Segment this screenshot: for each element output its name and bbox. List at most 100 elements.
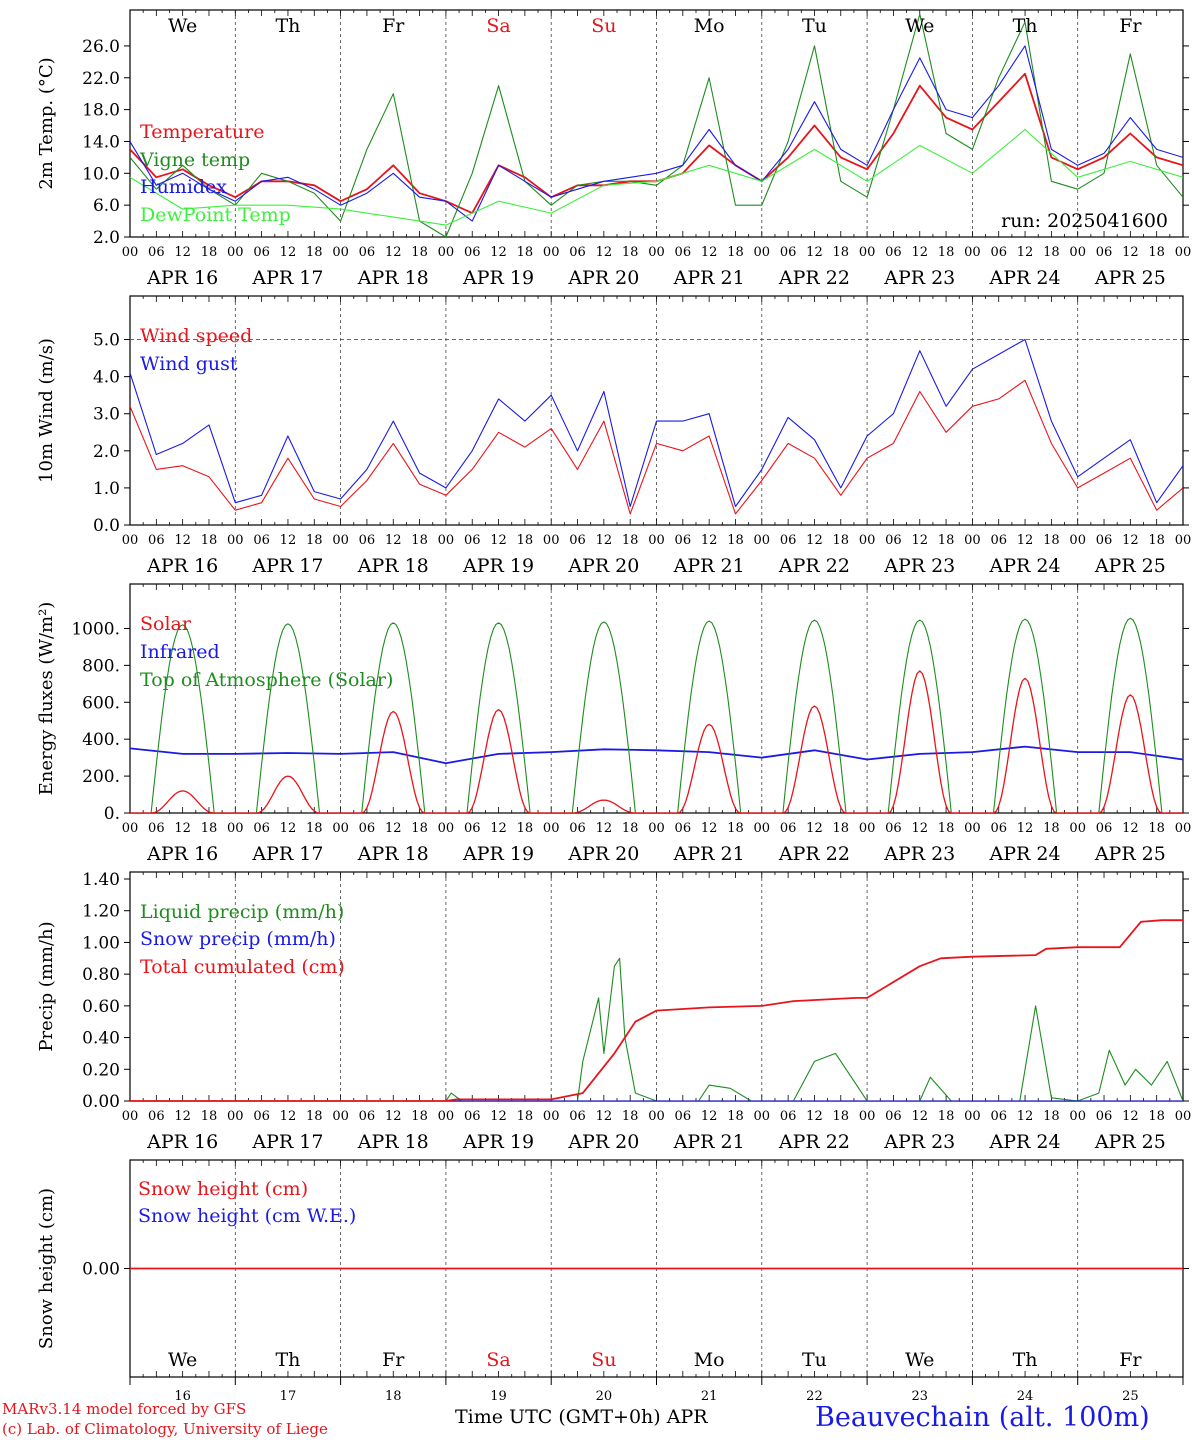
hour-tick-label: 00	[122, 533, 139, 548]
date-label: APR 20	[567, 1131, 639, 1153]
y-tick-label: 1.20	[82, 902, 120, 922]
hour-tick-label: 06	[569, 1109, 586, 1124]
hour-tick-label: 18	[411, 533, 428, 548]
hour-tick-label: 12	[280, 533, 297, 548]
hour-tick-label: 00	[859, 245, 876, 260]
date-label: APR 22	[778, 1131, 850, 1153]
hour-tick-label: 06	[990, 533, 1007, 548]
hour-tick-label: 12	[1017, 821, 1034, 836]
date-label: APR 19	[462, 1131, 534, 1153]
hour-tick-label: 12	[490, 1109, 507, 1124]
hour-tick-label: 18	[411, 1109, 428, 1124]
legend-temperature: Temperature	[140, 121, 264, 143]
hour-tick-label: 06	[675, 821, 692, 836]
date-label: APR 18	[357, 1131, 429, 1153]
date-label: APR 22	[778, 843, 850, 865]
y-tick-label: 2.0	[93, 228, 120, 248]
hour-tick-label: 12	[1017, 533, 1034, 548]
hour-tick-label: 06	[885, 245, 902, 260]
hour-tick-label: 18	[306, 821, 323, 836]
hour-tick-label: 06	[148, 821, 165, 836]
hour-tick-label: 06	[464, 245, 481, 260]
hour-tick-label: 12	[490, 245, 507, 260]
hour-tick-label: 12	[596, 245, 613, 260]
hour-tick-label: 18	[1043, 821, 1060, 836]
hour-tick-label: 18	[1148, 821, 1165, 836]
y-tick-label: 0.60	[82, 997, 120, 1017]
hour-tick-label: 06	[359, 821, 376, 836]
hour-tick-label: 06	[780, 533, 797, 548]
legend-snow-height-cm-: Snow height (cm)	[138, 1178, 308, 1200]
hour-tick-label: 06	[675, 1109, 692, 1124]
y-tick-label: 1.00	[82, 933, 120, 953]
series-dewpoint-temp	[130, 128, 1183, 226]
y-tick-label: 22.0	[82, 69, 120, 89]
hour-tick-label: 12	[385, 821, 402, 836]
hour-tick-label: 06	[1096, 821, 1113, 836]
series-infrared	[130, 745, 1183, 765]
weekday-label: Th	[275, 15, 300, 37]
date-label: APR 20	[567, 267, 639, 289]
hour-tick-label: 12	[596, 821, 613, 836]
hour-tick-label: 12	[806, 533, 823, 548]
hour-tick-label: 18	[727, 533, 744, 548]
date-label: APR 16	[146, 267, 218, 289]
hour-tick-label: 12	[596, 533, 613, 548]
hour-tick-label: 12	[1122, 1109, 1139, 1124]
y-axis-label: 10m Wind (m/s)	[36, 338, 57, 483]
run-label: run: 2025041600	[1001, 210, 1168, 232]
legend-top-of-atmosphere-solar-: Top of Atmosphere (Solar)	[140, 669, 393, 691]
hour-tick-label: 18	[1148, 245, 1165, 260]
date-label: APR 17	[251, 1131, 323, 1153]
hour-tick-label: 18	[1043, 533, 1060, 548]
model-credit: MARv3.14 model forced by GFS	[2, 1400, 247, 1418]
hour-tick-label: 12	[1017, 1109, 1034, 1124]
y-tick-label: 0.80	[82, 965, 120, 985]
hour-tick-label: 12	[911, 1109, 928, 1124]
date-label: APR 24	[989, 1131, 1061, 1153]
day-number-label: 23	[911, 1389, 928, 1404]
hour-tick-label: 18	[938, 821, 955, 836]
hour-tick-label: 00	[648, 245, 665, 260]
hour-tick-label: 00	[122, 1109, 139, 1124]
date-label: APR 25	[1094, 267, 1166, 289]
hour-tick-label: 00	[964, 1109, 981, 1124]
hour-tick-label: 06	[780, 1109, 797, 1124]
hour-tick-label: 12	[806, 1109, 823, 1124]
hour-tick-label: 06	[253, 1109, 270, 1124]
hour-tick-label: 12	[701, 533, 718, 548]
hour-tick-label: 06	[148, 533, 165, 548]
date-label: APR 19	[462, 843, 534, 865]
legend-vigne-temp: Vigne temp	[139, 149, 250, 171]
series-top-of-atmosphere-solar	[130, 617, 1183, 813]
hour-tick-label: 00	[754, 533, 771, 548]
hour-tick-label: 00	[332, 1109, 349, 1124]
hour-tick-label: 18	[622, 1109, 639, 1124]
y-tick-label: 200.	[82, 767, 120, 787]
hour-tick-label: 06	[990, 1109, 1007, 1124]
hour-tick-label: 18	[201, 245, 218, 260]
hour-tick-label: 18	[727, 821, 744, 836]
hour-tick-label: 06	[359, 245, 376, 260]
date-label: APR 16	[146, 1131, 218, 1153]
hour-tick-label: 12	[1122, 821, 1139, 836]
hour-tick-label: 00	[438, 1109, 455, 1124]
hour-tick-label: 06	[990, 245, 1007, 260]
hour-tick-label: 12	[174, 1109, 191, 1124]
hour-tick-label: 12	[806, 821, 823, 836]
hour-tick-label: 00	[1069, 1109, 1086, 1124]
hour-tick-label: 12	[806, 245, 823, 260]
date-label: APR 23	[883, 1131, 955, 1153]
y-axis-label: Precip (mm/h)	[36, 921, 57, 1051]
day-number-label: 19	[490, 1389, 507, 1404]
hour-tick-label: 06	[464, 533, 481, 548]
weekday-label: Mo	[694, 15, 725, 37]
hour-tick-label: 06	[148, 245, 165, 260]
y-tick-label: 3.0	[93, 405, 120, 425]
hour-tick-label: 06	[1096, 1109, 1113, 1124]
series-liquid-precip-mm-h-	[130, 957, 1183, 1101]
hour-tick-label: 00	[754, 821, 771, 836]
hour-tick-label: 12	[490, 533, 507, 548]
hour-tick-label: 18	[938, 245, 955, 260]
hour-tick-label: 00	[438, 533, 455, 548]
